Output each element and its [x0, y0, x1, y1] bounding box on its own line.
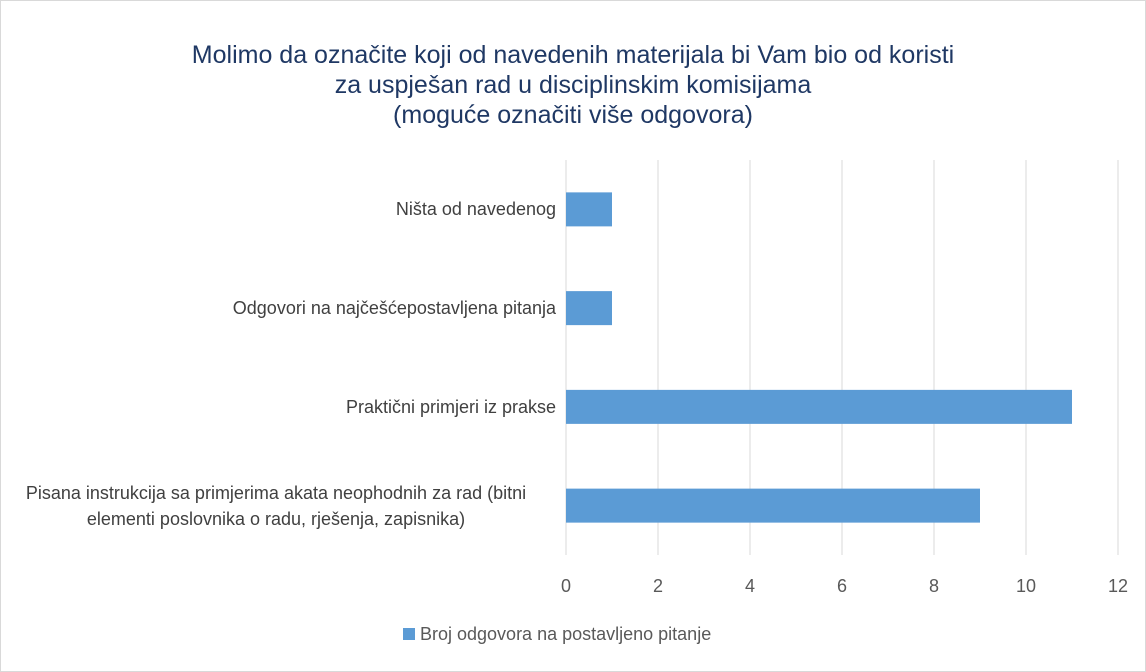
y-tick-label: Praktični primjeri iz prakse — [0, 394, 556, 420]
x-tick-label: 0 — [561, 576, 571, 596]
y-tick-label: Ništa od navedenog — [0, 196, 556, 222]
y-tick-text: Ništa od navedenog — [395, 199, 556, 220]
y-tick-text: Odgovori na najčešćepostavljena pitanja — [232, 298, 556, 319]
x-tick-label: 6 — [837, 576, 847, 596]
y-tick-text: Praktični primjeri iz prakse — [345, 396, 556, 417]
bar — [566, 488, 980, 523]
x-tick-label: 2 — [653, 576, 663, 596]
bar — [566, 192, 612, 227]
bar — [566, 291, 612, 326]
bar — [566, 389, 1072, 424]
y-tick-label: Odgovori na najčešćepostavljena pitanja — [0, 295, 556, 321]
y-tick-label: Pisana instrukcija sa primjerima akata n… — [0, 480, 556, 532]
y-tick-text: Pisana instrukcija sa primjerima akata n… — [25, 482, 527, 529]
chart-title: Molimo da označite koji od navedenih mat… — [191, 41, 955, 129]
x-tick-label: 12 — [1108, 576, 1128, 596]
legend-label: Broj odgovora na postavljeno pitanje — [420, 624, 711, 644]
legend-swatch — [403, 628, 415, 640]
x-tick-label: 8 — [929, 576, 939, 596]
x-tick-label: 10 — [1016, 576, 1036, 596]
x-tick-label: 4 — [745, 576, 755, 596]
